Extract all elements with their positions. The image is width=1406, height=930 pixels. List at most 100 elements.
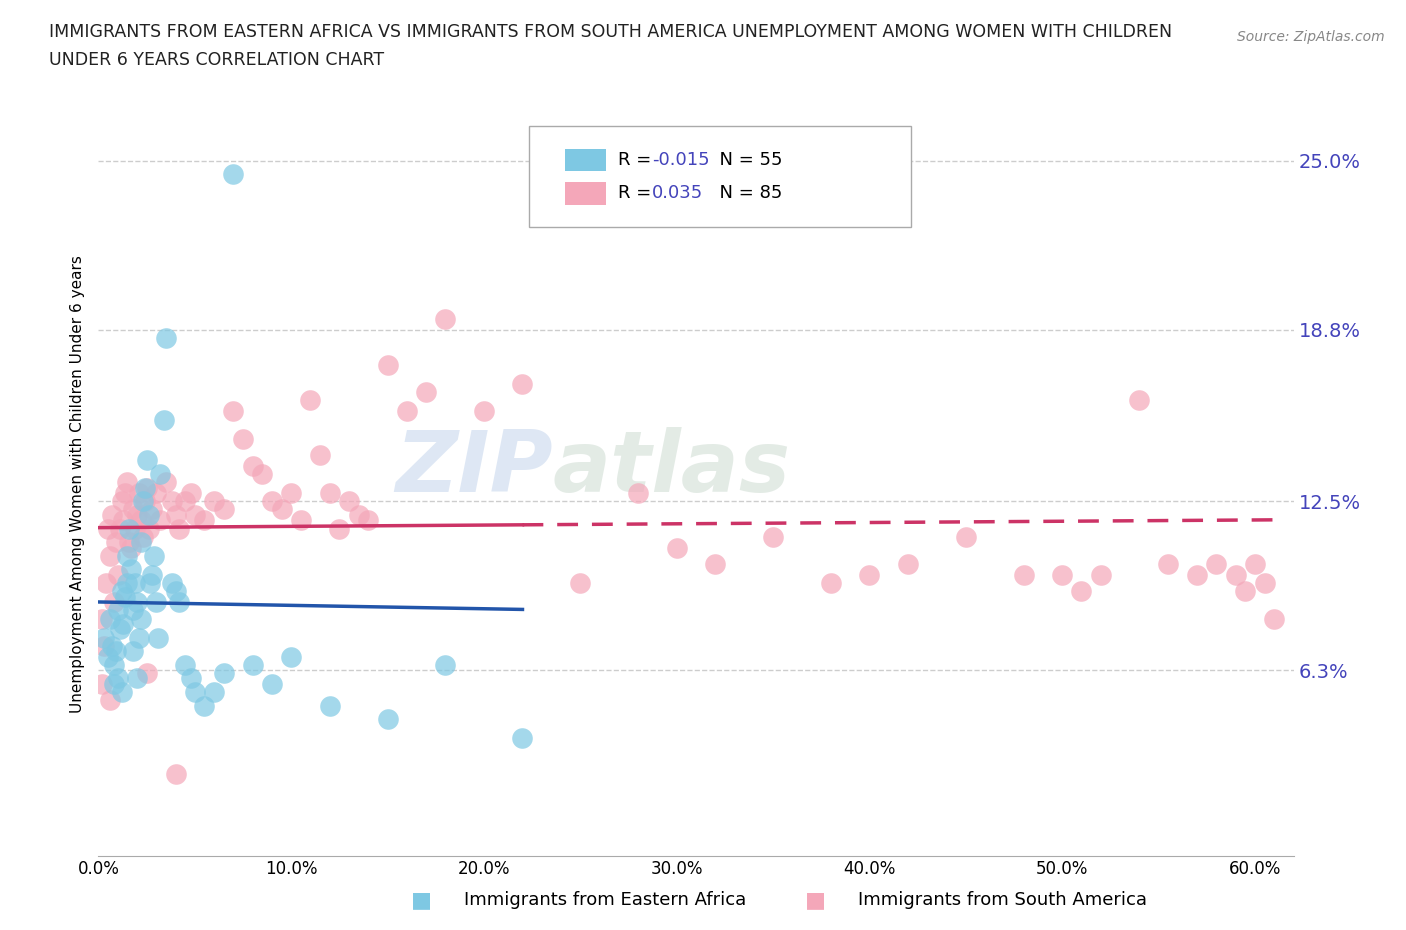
Point bbox=[180, 671, 202, 686]
Point bbox=[112, 617, 135, 631]
Point bbox=[103, 676, 125, 691]
Point bbox=[1185, 567, 1208, 582]
Point bbox=[762, 529, 785, 544]
Point bbox=[97, 649, 120, 664]
Point bbox=[93, 638, 115, 653]
Point bbox=[665, 540, 688, 555]
Point bbox=[145, 485, 167, 500]
Point bbox=[232, 432, 254, 446]
Point bbox=[1157, 556, 1180, 571]
Point bbox=[1050, 567, 1073, 582]
Point bbox=[337, 494, 360, 509]
Point bbox=[1234, 584, 1257, 599]
Point bbox=[512, 377, 534, 392]
Point bbox=[174, 494, 197, 509]
Point bbox=[145, 594, 167, 609]
Point bbox=[122, 644, 145, 658]
Point bbox=[143, 549, 166, 564]
Point bbox=[155, 475, 177, 490]
Point bbox=[395, 404, 418, 418]
Point bbox=[252, 467, 274, 482]
Point bbox=[138, 508, 160, 523]
Point bbox=[117, 576, 139, 591]
Y-axis label: Unemployment Among Women with Children Under 6 years: Unemployment Among Women with Children U… bbox=[69, 255, 84, 712]
Text: Source: ZipAtlas.com: Source: ZipAtlas.com bbox=[1237, 30, 1385, 44]
Point bbox=[135, 666, 157, 681]
Point bbox=[1012, 567, 1035, 582]
Point bbox=[193, 698, 215, 713]
Text: IMMIGRANTS FROM EASTERN AFRICA VS IMMIGRANTS FROM SOUTH AMERICA UNEMPLOYMENT AMO: IMMIGRANTS FROM EASTERN AFRICA VS IMMIGR… bbox=[49, 23, 1173, 41]
Point bbox=[117, 475, 139, 490]
Point bbox=[141, 567, 163, 582]
Text: Immigrants from Eastern Africa: Immigrants from Eastern Africa bbox=[464, 891, 747, 910]
Point bbox=[118, 521, 141, 536]
Point bbox=[160, 576, 183, 591]
Text: Immigrants from South America: Immigrants from South America bbox=[858, 891, 1147, 910]
Point bbox=[93, 631, 115, 645]
Point bbox=[319, 485, 342, 500]
Point bbox=[108, 622, 131, 637]
Point bbox=[132, 494, 155, 509]
Point bbox=[820, 576, 842, 591]
Text: atlas: atlas bbox=[553, 427, 790, 511]
Point bbox=[160, 494, 183, 509]
Point bbox=[704, 556, 727, 571]
Point bbox=[627, 485, 650, 500]
Point bbox=[222, 166, 245, 181]
Point bbox=[94, 576, 117, 591]
Point bbox=[103, 594, 125, 609]
Point bbox=[124, 576, 146, 591]
Point bbox=[125, 671, 148, 686]
Point bbox=[222, 404, 245, 418]
Point bbox=[153, 412, 176, 427]
Point bbox=[98, 611, 121, 626]
Point bbox=[434, 312, 457, 326]
Point bbox=[107, 567, 129, 582]
Point bbox=[242, 458, 264, 473]
Point bbox=[193, 513, 215, 528]
Point bbox=[134, 480, 156, 495]
Point bbox=[122, 502, 145, 517]
Point bbox=[139, 576, 162, 591]
Point bbox=[357, 513, 380, 528]
Point bbox=[260, 494, 283, 509]
Point bbox=[1090, 567, 1112, 582]
Point bbox=[242, 658, 264, 672]
Text: ZIP: ZIP bbox=[395, 427, 553, 511]
Point bbox=[174, 658, 197, 672]
Point bbox=[202, 494, 225, 509]
Point bbox=[165, 508, 187, 523]
Text: ■: ■ bbox=[412, 890, 432, 910]
Point bbox=[377, 711, 399, 726]
Point bbox=[129, 535, 152, 550]
Text: N = 55: N = 55 bbox=[709, 151, 782, 169]
Text: 0.035: 0.035 bbox=[652, 184, 703, 203]
Point bbox=[120, 562, 142, 577]
Point bbox=[114, 485, 136, 500]
Point bbox=[377, 358, 399, 373]
Point bbox=[118, 535, 141, 550]
Point bbox=[104, 644, 127, 658]
Point bbox=[101, 508, 124, 523]
Point bbox=[1244, 556, 1267, 571]
Point bbox=[1263, 611, 1285, 626]
Point bbox=[415, 385, 437, 400]
Point bbox=[120, 540, 142, 555]
Point bbox=[184, 508, 207, 523]
Point bbox=[122, 603, 145, 618]
Point bbox=[141, 502, 163, 517]
Point bbox=[129, 611, 152, 626]
Point bbox=[117, 549, 139, 564]
Point bbox=[165, 766, 187, 781]
Point bbox=[149, 513, 172, 528]
Point bbox=[148, 631, 170, 645]
Point bbox=[169, 521, 191, 536]
Point bbox=[434, 658, 457, 672]
Point bbox=[155, 330, 177, 345]
Point bbox=[107, 671, 129, 686]
Text: R =: R = bbox=[619, 184, 657, 203]
Point bbox=[280, 485, 302, 500]
Point bbox=[128, 485, 150, 500]
Point bbox=[97, 521, 120, 536]
Point bbox=[135, 453, 157, 468]
